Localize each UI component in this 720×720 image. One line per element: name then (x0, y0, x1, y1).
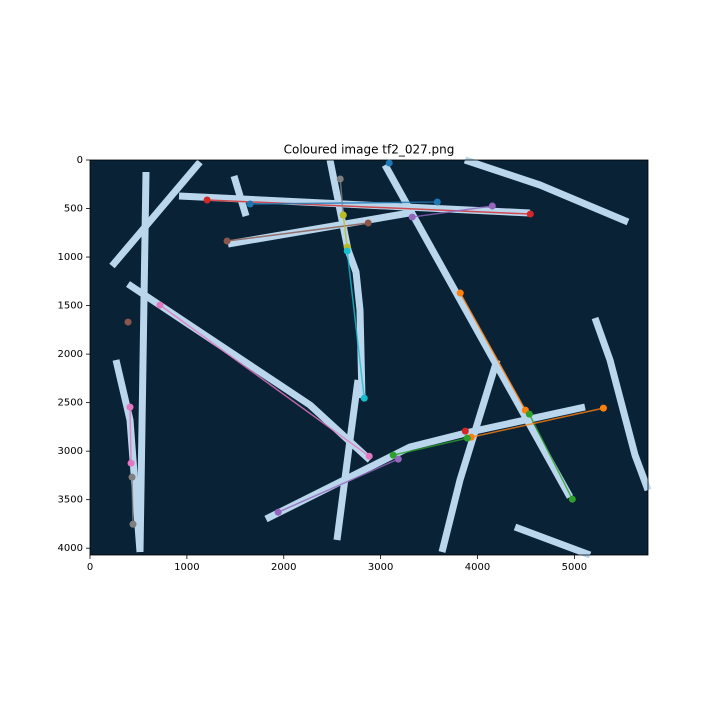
point (343, 247, 351, 255)
y-tick-label: 2500 (58, 398, 83, 409)
x-tick-label: 2000 (271, 562, 296, 573)
trace-line (159, 304, 370, 457)
x-tick-label: 5000 (562, 562, 587, 573)
y-tick-label: 1500 (58, 301, 83, 312)
point (336, 175, 344, 183)
point (127, 459, 135, 467)
y-tick-label: 3500 (58, 495, 83, 506)
point (394, 455, 402, 463)
point (456, 289, 464, 297)
point (339, 211, 347, 219)
x-tick-label: 4000 (465, 562, 490, 573)
y-tick-label: 4000 (58, 543, 83, 554)
x-tick-label: 3000 (368, 562, 393, 573)
trace-line (393, 437, 468, 456)
trace-line (207, 199, 531, 215)
point (488, 202, 496, 210)
point (365, 452, 373, 460)
point (126, 403, 134, 411)
trace-line (528, 413, 574, 500)
point (364, 219, 372, 227)
x-tick-label: 0 (87, 562, 93, 573)
point (124, 318, 132, 326)
x-tick-label: 1000 (174, 562, 199, 573)
point (128, 473, 136, 481)
y-tick-label: 500 (64, 204, 83, 215)
point (525, 410, 533, 418)
chart-title: Coloured image tf2_027.png (284, 143, 455, 157)
y-tick-label: 3000 (58, 446, 83, 457)
point (360, 394, 368, 402)
point (274, 508, 282, 516)
point (246, 200, 254, 208)
trace-line (250, 201, 438, 205)
axes-frame (89, 159, 649, 556)
y-tick-label: 1000 (58, 252, 83, 263)
point (223, 237, 231, 245)
trace-line (339, 178, 344, 216)
trace-line (412, 205, 493, 218)
trace-line (346, 250, 365, 399)
y-tick-label: 2000 (58, 349, 83, 360)
trace-line (471, 407, 604, 438)
point (129, 520, 137, 528)
point (568, 495, 576, 503)
point (599, 404, 607, 412)
trace-line (129, 407, 132, 464)
point (156, 301, 164, 309)
point (408, 213, 416, 221)
y-tick-label: 0 (77, 155, 83, 166)
point (463, 434, 471, 442)
point (203, 196, 211, 204)
point (433, 198, 441, 206)
trace-line (131, 477, 134, 525)
point (461, 427, 469, 435)
trace-line (277, 458, 399, 513)
trace-line (459, 292, 527, 411)
point (385, 159, 393, 167)
point (526, 210, 534, 218)
trace-line (342, 214, 348, 248)
point (389, 451, 397, 459)
